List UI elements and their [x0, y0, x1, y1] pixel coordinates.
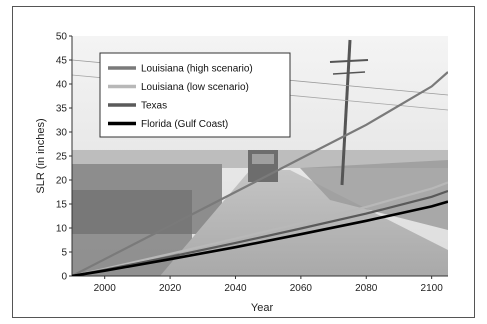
y-tick-label: 0 — [61, 272, 67, 283]
x-axis-label: Year — [251, 302, 274, 314]
legend-label: Louisiana (low scenario) — [141, 82, 249, 93]
x-axis-ticks: 2000 2020 2040 2060 2080 2100 — [94, 276, 444, 294]
series-lines — [72, 71, 448, 276]
legend: Louisiana (high scenario) Louisiana (low … — [99, 52, 291, 138]
series-line-0 — [72, 71, 448, 276]
x-tick-label: 2040 — [224, 283, 247, 294]
series-line-3 — [72, 200, 448, 276]
legend-label: Texas — [141, 101, 167, 112]
legend-label: Louisiana (high scenario) — [141, 64, 253, 75]
y-tick-label: 15 — [56, 200, 68, 211]
y-tick-label: 35 — [56, 104, 68, 115]
y-tick-label: 25 — [56, 152, 68, 163]
y-tick-label: 50 — [56, 32, 68, 43]
x-tick-label: 2060 — [290, 283, 313, 294]
x-tick-label: 2080 — [355, 283, 378, 294]
x-tick-label: 2100 — [421, 283, 444, 294]
y-tick-label: 5 — [61, 248, 67, 259]
series-line-1 — [72, 181, 448, 276]
x-tick-label: 2000 — [94, 283, 117, 294]
y-tick-label: 30 — [56, 128, 68, 139]
y-tick-label: 40 — [56, 80, 68, 91]
legend-label: Florida (Gulf Coast) — [141, 119, 228, 130]
y-tick-label: 10 — [56, 224, 68, 235]
y-tick-label: 20 — [56, 176, 68, 187]
y-axis-label: SLR (in inches) — [35, 118, 47, 193]
y-axis-ticks: 0 5 10 15 20 25 30 35 40 45 50 — [56, 32, 72, 283]
y-tick-label: 45 — [56, 56, 68, 67]
x-tick-label: 2020 — [159, 283, 182, 294]
